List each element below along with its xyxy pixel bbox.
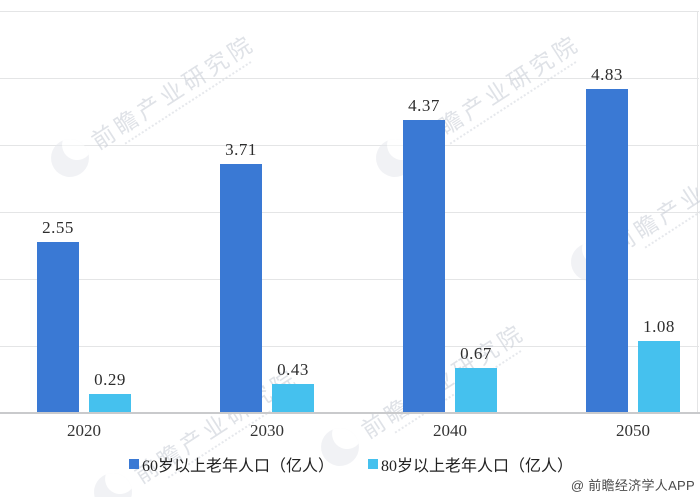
bar-value-label: 4.37	[408, 96, 440, 115]
gridline-y-6	[0, 11, 699, 12]
chart-legend: 60岁以上老年人口（亿人） 80岁以上老年人口（亿人）	[0, 452, 700, 475]
bar-80plus-2020	[89, 394, 131, 413]
legend-item-60plus: 60岁以上老年人口（亿人）	[129, 452, 334, 476]
x-axis-line	[0, 412, 700, 414]
legend-swatch	[368, 459, 378, 469]
plot-right-border	[697, 11, 698, 413]
gridline-y-2	[0, 279, 699, 280]
bar-60plus-2020	[37, 242, 79, 413]
bar-value-label: 1.08	[643, 317, 675, 336]
x-axis-label-2040: 2040	[433, 421, 467, 440]
qianzhan-logo-icon	[43, 131, 97, 185]
watermark-subtext-dots	[644, 164, 700, 249]
legend-label: 60岁以上老年人口（亿人）	[142, 458, 335, 475]
gridline-y-1	[0, 346, 699, 347]
bar-80plus-2030	[272, 384, 314, 413]
watermark-subtext-dots	[124, 60, 252, 145]
watermark: 前瞻产业研究院	[563, 128, 700, 289]
bar-60plus-2040	[403, 120, 445, 413]
bar-60plus-2050	[586, 89, 628, 413]
gridline-y-3	[0, 212, 699, 213]
legend-swatch	[129, 459, 139, 469]
x-axis-label-2020: 2020	[67, 421, 101, 440]
legend-label: 80岁以上老年人口（亿人）	[381, 458, 574, 475]
bar-80plus-2050	[638, 341, 680, 413]
watermark: 前瞻产业研究院	[43, 24, 263, 185]
bar-value-label: 0.43	[277, 360, 309, 379]
x-axis-label-2030: 2030	[250, 421, 284, 440]
bar-value-label: 2.55	[42, 218, 74, 237]
plot-area: 前瞻产业研究院前瞻产业研究院前瞻产业研究院前瞻产业研究院前瞻产业研究院 2.55…	[0, 0, 700, 413]
watermark-subtext-dots	[449, 60, 577, 145]
gridline-y-5	[0, 78, 699, 79]
bar-value-label: 0.29	[94, 370, 126, 389]
source-attribution: @ 前瞻经济学人APP	[570, 478, 695, 493]
x-axis-label-2050: 2050	[616, 421, 650, 440]
bar-value-label: 4.83	[591, 65, 623, 84]
watermark-text: 前瞻产业研究院	[87, 30, 260, 155]
legend-item-80plus: 80岁以上老年人口（亿人）	[368, 452, 573, 476]
bar-60plus-2030	[220, 164, 262, 413]
gridline-y-4	[0, 145, 699, 146]
bar-value-label: 3.71	[225, 140, 257, 159]
bar-value-label: 0.67	[460, 344, 492, 363]
bar-80plus-2040	[455, 368, 497, 413]
